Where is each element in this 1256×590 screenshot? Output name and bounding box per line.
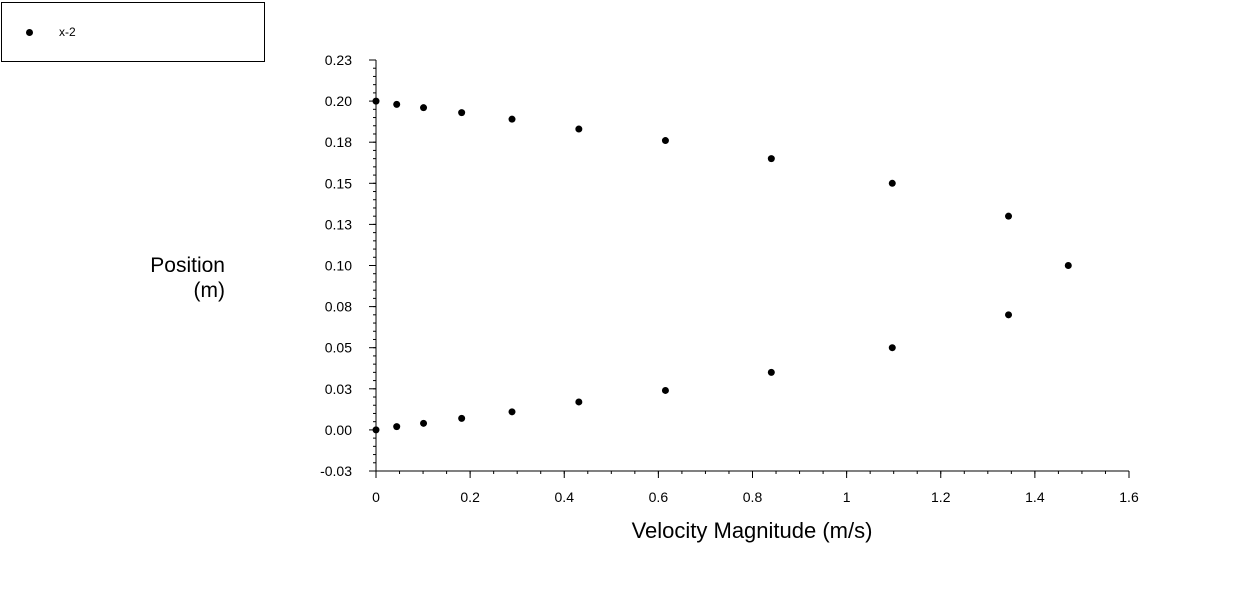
y-tick-label: -0.03 (320, 463, 352, 479)
data-point (393, 423, 401, 431)
data-point (420, 419, 428, 427)
data-point (372, 97, 380, 105)
data-point (393, 100, 401, 108)
y-tick-label: 0.15 (325, 175, 352, 191)
data-point (1005, 311, 1013, 319)
y-tick-label: 0.05 (325, 340, 352, 356)
x-tick-label: 0.6 (649, 489, 669, 505)
x-tick-label: 1.4 (1025, 489, 1045, 505)
y-tick-label: 0.18 (325, 134, 352, 150)
data-point (458, 414, 466, 422)
x-tick-label: 1 (843, 489, 851, 505)
axes: -0.03 0.00 0.03 0.05 0.08 0.10 0.13 0.15 0.18 0.2… (320, 52, 1139, 505)
data-point (458, 109, 466, 117)
data-point (767, 155, 775, 163)
y-tick-label: 0.08 (325, 299, 352, 315)
y-axis-title: Position (m) (120, 253, 225, 303)
y-tick-label: 0.00 (325, 422, 352, 438)
data-point (508, 408, 516, 416)
data-point (767, 368, 775, 376)
data-point (420, 104, 428, 112)
x-tick-label: 0.8 (743, 489, 763, 505)
x-tick-label: 0.2 (460, 489, 480, 505)
data-points (372, 97, 1072, 434)
y-tick-label: 0.10 (325, 258, 352, 274)
x-tick-label: 1.6 (1119, 489, 1139, 505)
legend-marker-icon (26, 29, 33, 36)
y-tick-label: 0.03 (325, 381, 352, 397)
legend: x-2 (1, 2, 265, 62)
y-tick-label: 0.23 (325, 52, 352, 68)
data-point (661, 386, 669, 394)
data-point (575, 125, 583, 133)
data-point (372, 426, 380, 434)
x-axis-title: Velocity Magnitude (m/s) (632, 518, 873, 543)
y-axis-title-line-1: Position (150, 254, 225, 277)
data-point (508, 115, 516, 123)
x-tick-label: 1.2 (931, 489, 951, 505)
x-tick-label: 0 (372, 489, 380, 505)
x-tick-label: 0.4 (555, 489, 575, 505)
data-point (661, 137, 669, 145)
data-point (1005, 212, 1013, 220)
data-point (888, 344, 896, 352)
legend-label: x-2 (59, 25, 76, 39)
data-point (1064, 262, 1072, 269)
data-point (575, 398, 583, 406)
data-point (888, 179, 896, 187)
y-tick-label: 0.13 (325, 216, 352, 232)
y-tick-label: 0.20 (325, 93, 352, 109)
y-axis-title-line-2: (m) (193, 279, 225, 302)
